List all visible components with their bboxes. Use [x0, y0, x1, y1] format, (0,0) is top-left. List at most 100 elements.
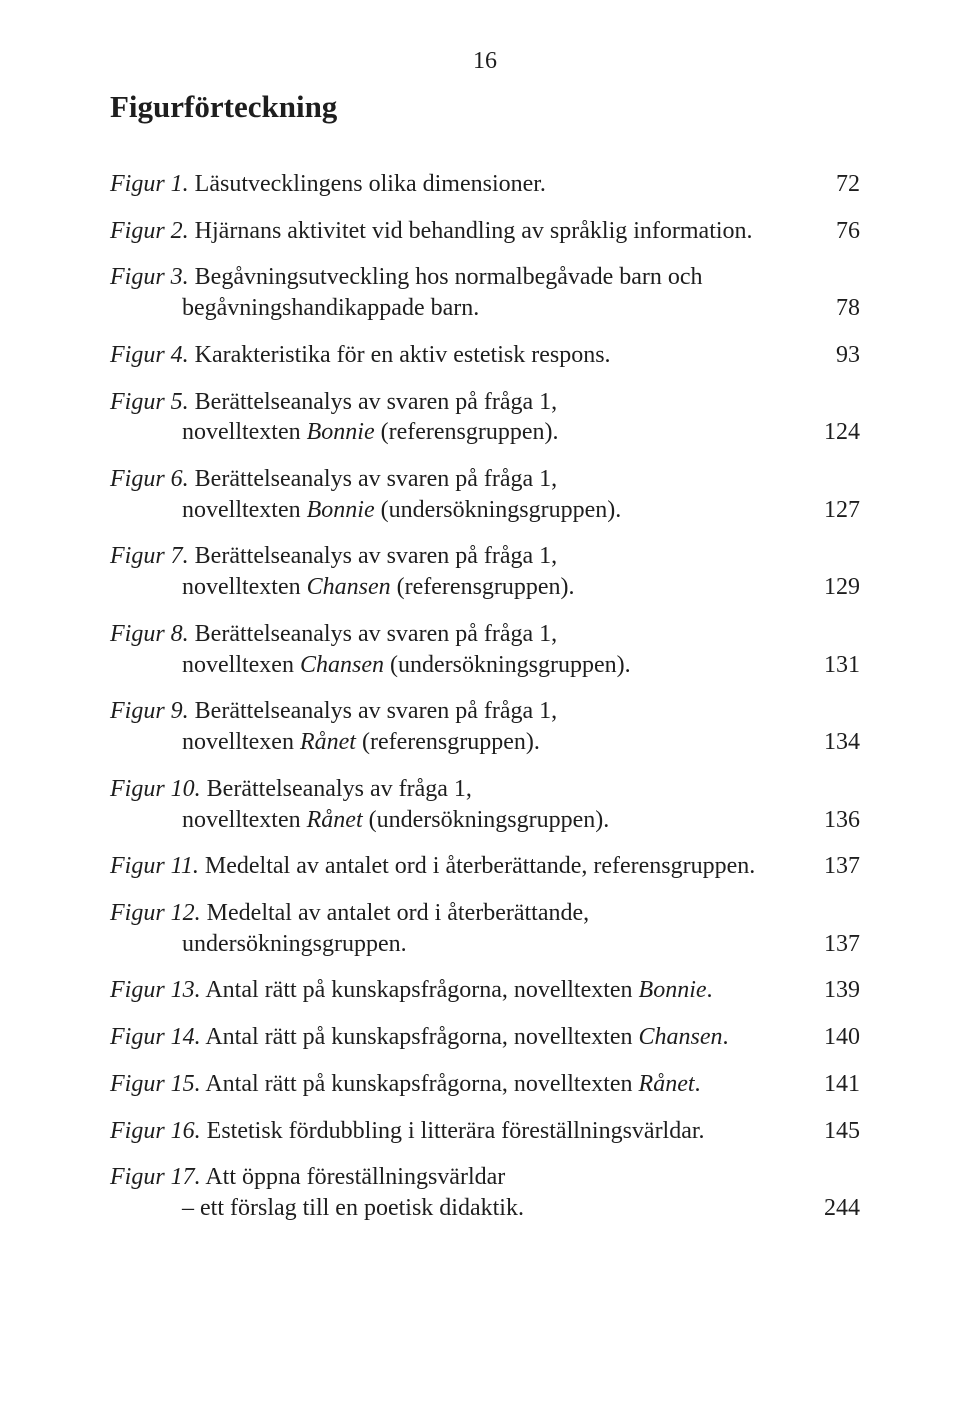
entry-page-number: 76 — [812, 216, 860, 247]
entry-line2-pre: novelltexten — [182, 807, 307, 833]
entry-line1-pre: Antal rätt på kunskapsfrågorna, novellte… — [201, 1071, 639, 1097]
list-item: Figur 13. Antal rätt på kunskapsfrågorna… — [110, 975, 860, 1006]
entry-text: Figur 15. Antal rätt på kunskapsfrågorna… — [110, 1069, 812, 1100]
entry-line2-pre: novelltexen — [182, 652, 300, 678]
entry-text: Figur 3. Begåvningsutveckling hos normal… — [110, 262, 812, 323]
entry-text: Figur 12. Medeltal av antalet ord i åter… — [110, 898, 812, 959]
entry-line1-post: . — [695, 1071, 701, 1097]
entry-line1: Berättelseanalys av fråga 1, — [201, 776, 472, 802]
document-page: 16 Figurförteckning Figur 1. Läsutveckli… — [0, 0, 960, 1420]
entry-page-number: 131 — [812, 650, 860, 681]
list-item: Figur 12. Medeltal av antalet ord i åter… — [110, 898, 860, 959]
entry-line1: Estetisk fördubbling i litterära förestä… — [201, 1118, 705, 1144]
entry-page-number: 140 — [812, 1022, 860, 1053]
entry-text: Figur 13. Antal rätt på kunskapsfrågorna… — [110, 975, 812, 1006]
figure-label: Figur 10. — [110, 776, 201, 802]
list-item: Figur 6. Berättelseanalys av svaren på f… — [110, 464, 860, 525]
figure-label: Figur 11. — [110, 853, 199, 879]
entry-line2: novelltexen Chansen (undersökningsgruppe… — [110, 650, 796, 681]
entry-line2-text: – ett förslag till en poetisk didaktik. — [182, 1195, 524, 1221]
entry-text: Figur 16. Estetisk fördubbling i litterä… — [110, 1116, 812, 1147]
entry-page-number: 72 — [812, 169, 860, 200]
entry-line1-ital: Chansen — [639, 1024, 723, 1050]
entry-page-number: 93 — [812, 340, 860, 371]
entry-line1: Att öppna föreställningsvärldar — [201, 1164, 506, 1190]
entry-line2-text: begåvningshandikappade barn. — [182, 295, 479, 321]
entry-text: Figur 4. Karakteristika för en aktiv est… — [110, 340, 812, 371]
figure-label: Figur 17. — [110, 1164, 201, 1190]
entry-page-number: 145 — [812, 1116, 860, 1147]
entry-line2-post: (undersökningsgruppen). — [363, 807, 610, 833]
list-item: Figur 4. Karakteristika för en aktiv est… — [110, 340, 860, 371]
entry-line2-post: (referensgruppen). — [375, 419, 559, 445]
entry-line1: Karakteristika för en aktiv estetisk res… — [189, 342, 611, 368]
entry-line1-pre: Antal rätt på kunskapsfrågorna, novellte… — [201, 977, 639, 1003]
list-item: Figur 1. Läsutvecklingens olika dimensio… — [110, 169, 860, 200]
entry-text: Figur 8. Berättelseanalys av svaren på f… — [110, 619, 812, 680]
entry-line1: Hjärnans aktivitet vid behandling av spr… — [189, 218, 753, 244]
figure-label: Figur 2. — [110, 218, 189, 244]
list-item: Figur 17. Att öppna föreställningsvärlda… — [110, 1162, 860, 1223]
entry-line1: Medeltal av antalet ord i återberättande… — [201, 900, 589, 926]
entry-line1-post: . — [707, 977, 713, 1003]
entry-page-number: 139 — [812, 975, 860, 1006]
entry-line2-ital: Bonnie — [307, 419, 375, 445]
entry-line2: novelltexten Bonnie (referensgruppen). — [110, 417, 796, 448]
list-item: Figur 9. Berättelseanalys av svaren på f… — [110, 696, 860, 757]
entry-line2-post: (undersökningsgruppen). — [375, 497, 622, 523]
figure-label: Figur 9. — [110, 698, 189, 724]
entry-line2: novelltexen Rånet (referensgruppen). — [110, 727, 796, 758]
entry-text: Figur 5. Berättelseanalys av svaren på f… — [110, 387, 812, 448]
entry-line1: Medeltal av antalet ord i återberättande… — [199, 853, 755, 879]
entry-line2-ital: Bonnie — [307, 497, 375, 523]
page-number: 16 — [110, 48, 860, 75]
entry-page-number: 124 — [812, 417, 860, 448]
entry-line2: novelltexten Rånet (undersökningsgruppen… — [110, 805, 796, 836]
entry-text: Figur 7. Berättelseanalys av svaren på f… — [110, 541, 812, 602]
entry-line2-ital: Chansen — [307, 574, 391, 600]
entry-line1: Berättelseanalys av svaren på fråga 1, — [189, 621, 558, 647]
entry-line2-pre: novelltexten — [182, 574, 307, 600]
entry-page-number: 137 — [812, 851, 860, 882]
list-item: Figur 7. Berättelseanalys av svaren på f… — [110, 541, 860, 602]
figure-label: Figur 15. — [110, 1071, 201, 1097]
entry-page-number: 137 — [812, 929, 860, 960]
entry-line1: Berättelseanalys av svaren på fråga 1, — [189, 466, 558, 492]
entry-line1-ital: Rånet — [639, 1071, 695, 1097]
entry-line1-ital: Bonnie — [639, 977, 707, 1003]
list-item: Figur 3. Begåvningsutveckling hos normal… — [110, 262, 860, 323]
entry-line1: Berättelseanalys av svaren på fråga 1, — [189, 698, 558, 724]
entry-page-number: 78 — [812, 293, 860, 324]
list-item: Figur 14. Antal rätt på kunskapsfrågorna… — [110, 1022, 860, 1053]
entry-line1: Berättelseanalys av svaren på fråga 1, — [189, 543, 558, 569]
entry-line1: Läsutvecklingens olika dimensioner. — [189, 171, 546, 197]
figure-label: Figur 4. — [110, 342, 189, 368]
entry-line2-text: undersökningsgruppen. — [182, 931, 407, 957]
entry-text: Figur 9. Berättelseanalys av svaren på f… — [110, 696, 812, 757]
page-title: Figurförteckning — [110, 89, 860, 125]
list-item: Figur 2. Hjärnans aktivitet vid behandli… — [110, 216, 860, 247]
entry-line2-pre: novelltexten — [182, 497, 307, 523]
entry-line1-post: . — [723, 1024, 729, 1050]
entry-line2-pre: novelltexten — [182, 419, 307, 445]
entry-line2: begåvningshandikappade barn. — [110, 293, 796, 324]
figure-label: Figur 5. — [110, 389, 189, 415]
entry-text: Figur 10. Berättelseanalys av fråga 1, no… — [110, 774, 812, 835]
entry-line2: novelltexten Bonnie (undersökningsgruppe… — [110, 495, 796, 526]
figure-label: Figur 1. — [110, 171, 189, 197]
list-item: Figur 11. Medeltal av antalet ord i åter… — [110, 851, 860, 882]
figure-label: Figur 6. — [110, 466, 189, 492]
entry-line2-ital: Chansen — [300, 652, 384, 678]
entry-line1-pre: Antal rätt på kunskapsfrågorna, novellte… — [201, 1024, 639, 1050]
figure-label: Figur 12. — [110, 900, 201, 926]
entry-text: Figur 1. Läsutvecklingens olika dimensio… — [110, 169, 812, 200]
entry-text: Figur 6. Berättelseanalys av svaren på f… — [110, 464, 812, 525]
figure-label: Figur 8. — [110, 621, 189, 647]
entry-line1: Berättelseanalys av svaren på fråga 1, — [189, 389, 558, 415]
entry-page-number: 244 — [812, 1193, 860, 1224]
entry-page-number: 134 — [812, 727, 860, 758]
figure-label: Figur 7. — [110, 543, 189, 569]
entry-text: Figur 17. Att öppna föreställningsvärlda… — [110, 1162, 812, 1223]
entry-line2-ital: Rånet — [307, 807, 363, 833]
figure-label: Figur 13. — [110, 977, 201, 1003]
